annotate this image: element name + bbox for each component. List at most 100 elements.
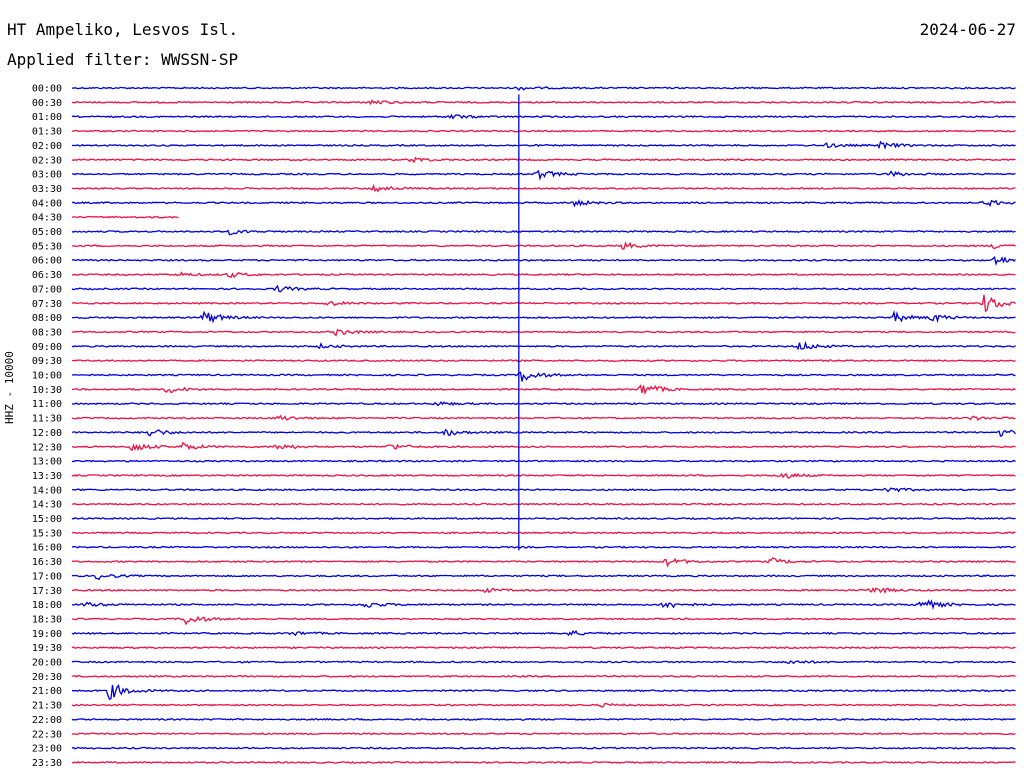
trace-1130 [71,414,1016,421]
trace-1900 [71,629,1016,637]
row-label-0430: 04:30 [32,213,62,224]
row-label-1030: 10:30 [32,385,62,396]
row-label-2330: 23:30 [32,758,62,769]
trace-0630 [71,271,1016,279]
row-label-0200: 02:00 [32,141,62,152]
row-label-0630: 06:30 [32,270,62,281]
row-label-0500: 05:00 [32,227,62,238]
trace-0500 [71,229,1016,236]
row-label-1100: 11:00 [32,399,62,410]
row-label-0900: 09:00 [32,342,62,353]
row-label-1600: 16:00 [32,543,62,554]
trace-2230 [71,732,1016,736]
trace-0200 [71,140,1016,150]
row-label-0000: 00:00 [32,84,62,95]
trace-0800 [72,310,1016,324]
trace-1830 [71,615,1016,626]
trace-2300 [71,746,1016,750]
trace-2330 [71,760,1016,764]
trace-1600 [71,545,1016,549]
trace-0000 [71,86,1016,92]
trace-2100 [72,684,1016,701]
trace-1700 [71,573,1016,581]
trace-1200 [71,428,1017,437]
row-label-1200: 12:00 [32,428,62,439]
trace-2130 [71,702,1016,708]
trace-0730 [71,294,1016,313]
trace-1330 [71,472,1016,479]
trace-1500 [71,516,1016,521]
trace-1800 [71,599,1016,611]
trace-1300 [71,459,1016,463]
trace-0030 [71,99,1016,106]
row-label-2030: 20:30 [32,672,62,683]
row-label-1900: 19:00 [32,629,62,640]
trace-1930 [71,646,1016,650]
trace-1730 [71,586,1016,594]
trace-0230 [71,156,1016,164]
trace-1230 [71,441,1016,452]
trace-0100 [71,113,1016,120]
row-label-0700: 07:00 [32,284,62,295]
trace-0330 [72,183,1016,193]
row-label-0930: 09:30 [32,356,62,367]
trace-0430 [71,215,179,219]
row-label-1830: 18:30 [32,614,62,625]
row-label-0230: 02:30 [32,155,62,166]
row-label-1430: 14:30 [32,500,62,511]
date-label: 2024-06-27 [919,20,1016,39]
row-label-0530: 05:30 [32,241,62,252]
row-label-1930: 19:30 [32,643,62,654]
row-label-0830: 08:30 [32,327,62,338]
row-label-1230: 12:30 [32,442,62,453]
row-label-0730: 07:30 [32,299,62,310]
station-title: HT Ampeliko, Lesvos Isl. [7,20,239,39]
row-label-0400: 04:00 [32,198,62,209]
row-label-2100: 21:00 [32,686,62,697]
row-label-2300: 23:00 [32,744,62,755]
trace-2030 [71,674,1016,678]
trace-1000 [71,371,1016,382]
trace-0900 [71,340,1016,351]
row-label-1530: 15:30 [32,528,62,539]
row-label-2230: 22:30 [32,729,62,740]
trace-1530 [71,531,1016,535]
trace-0700 [71,284,1016,293]
row-label-0100: 01:00 [32,112,62,123]
trace-1430 [72,502,1016,506]
trace-0600 [71,255,1016,266]
trace-1400 [71,487,1016,493]
row-label-1000: 10:00 [32,371,62,382]
row-label-0030: 00:30 [32,98,62,109]
row-label-1300: 13:00 [32,457,62,468]
trace-0530 [71,241,1016,250]
trace-2200 [71,717,1016,721]
row-label-0800: 08:00 [32,313,62,324]
trace-0300 [71,169,1016,181]
trace-0830 [71,328,1016,337]
trace-1100 [71,400,1016,407]
row-label-1500: 15:00 [32,514,62,525]
trace-0130 [72,129,1016,133]
row-label-1800: 18:00 [32,600,62,611]
row-label-1130: 11:30 [32,414,62,425]
filter-label: Applied filter: WWSSN-SP [7,50,239,69]
row-label-0300: 03:00 [32,170,62,181]
row-label-0600: 06:00 [32,256,62,267]
row-label-2200: 22:00 [32,715,62,726]
row-label-1700: 17:00 [32,571,62,582]
row-label-2130: 21:30 [32,701,62,712]
trace-0930 [71,359,1016,363]
row-label-1730: 17:30 [32,586,62,597]
trace-0400 [71,199,1016,208]
row-label-0330: 03:30 [32,184,62,195]
row-label-2000: 20:00 [32,658,62,669]
trace-1630 [71,557,1016,568]
row-label-1630: 16:30 [32,557,62,568]
trace-1030 [71,384,1016,396]
row-label-0130: 01:30 [32,127,62,138]
row-label-1400: 14:00 [32,485,62,496]
trace-2000 [71,660,1016,665]
row-label-1330: 13:30 [32,471,62,482]
